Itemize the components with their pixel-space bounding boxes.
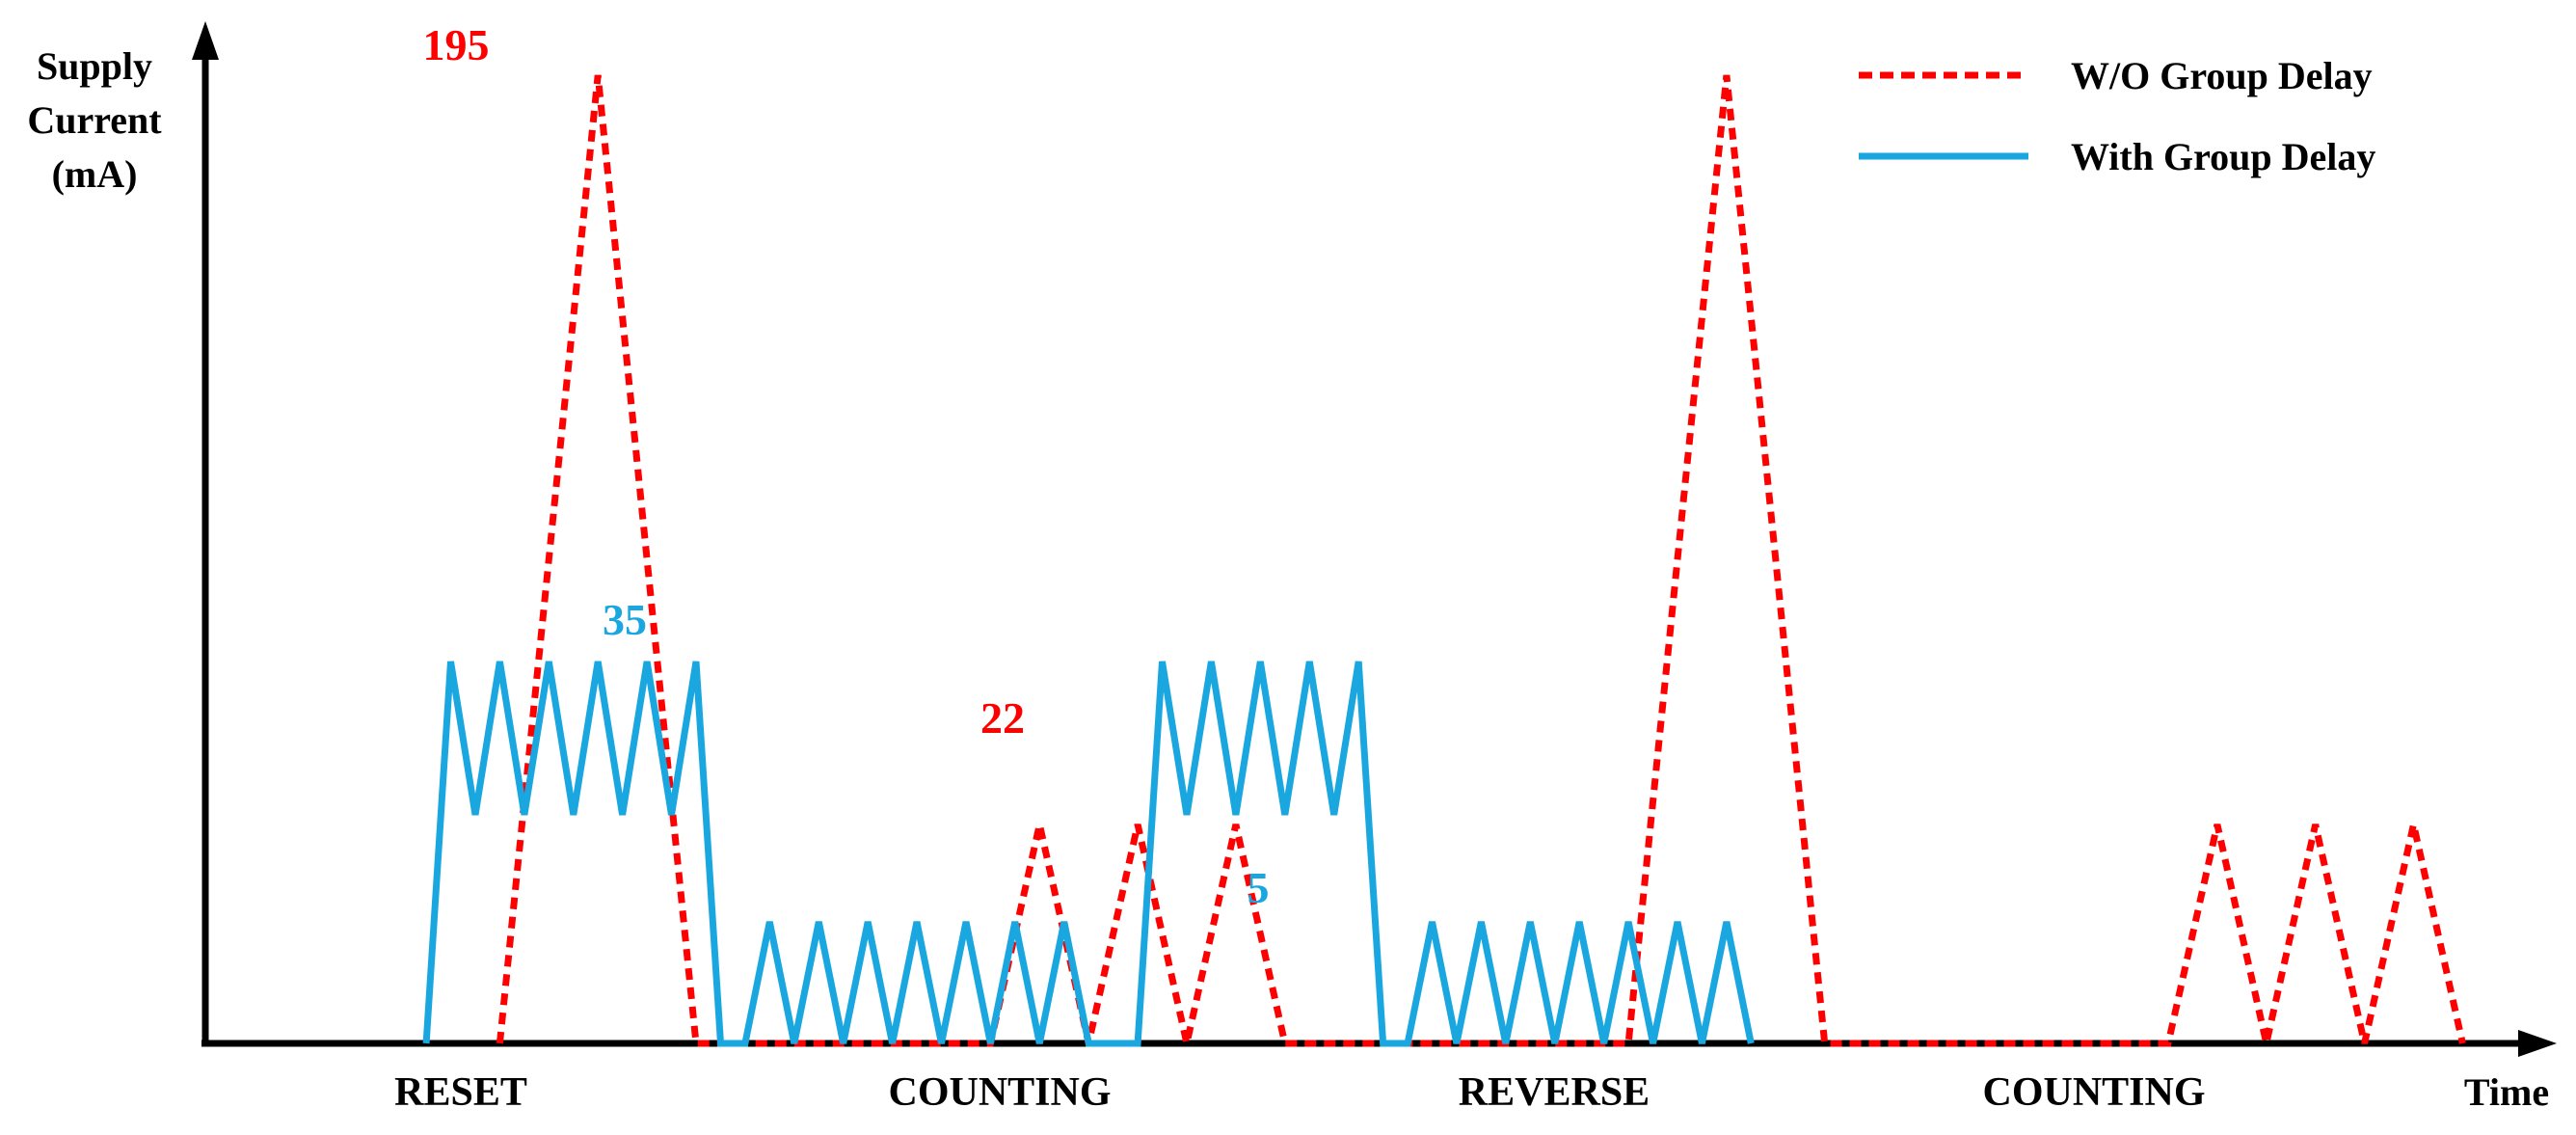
- phase-label-reset: RESET: [394, 1070, 527, 1115]
- annotation-195: 195: [423, 20, 490, 69]
- series-wo-group-delay: [496, 74, 2466, 1047]
- annotation-35: 35: [603, 595, 647, 644]
- phase-label-counting-2: COUNTING: [1982, 1070, 2205, 1115]
- y-axis-arrow-icon: [192, 21, 219, 60]
- phase-label-counting-1: COUNTING: [888, 1070, 1111, 1115]
- legend: W/O Group Delay With Group Delay: [1859, 54, 2375, 178]
- series-with-group-delay: [422, 661, 1755, 1047]
- legend-label-with-group-delay: With Group Delay: [2071, 135, 2375, 178]
- series-line-with-group-delay: [422, 661, 1755, 1047]
- x-axis-label: Time: [2464, 1070, 2549, 1114]
- annotation-5: 5: [1248, 863, 1270, 912]
- y-axis-label-line-2: Current: [27, 98, 162, 142]
- y-axis-label-line-1: Supply: [37, 44, 152, 88]
- annotation-22: 22: [980, 693, 1025, 743]
- series-line-w-o-group-delay: [496, 74, 2466, 1047]
- x-axis-arrow-icon: [2518, 1030, 2557, 1057]
- legend-label-wo-group-delay: W/O Group Delay: [2071, 54, 2373, 97]
- y-axis-label-line-3: (mA): [52, 152, 138, 196]
- phase-label-reverse: REVERSE: [1459, 1070, 1650, 1115]
